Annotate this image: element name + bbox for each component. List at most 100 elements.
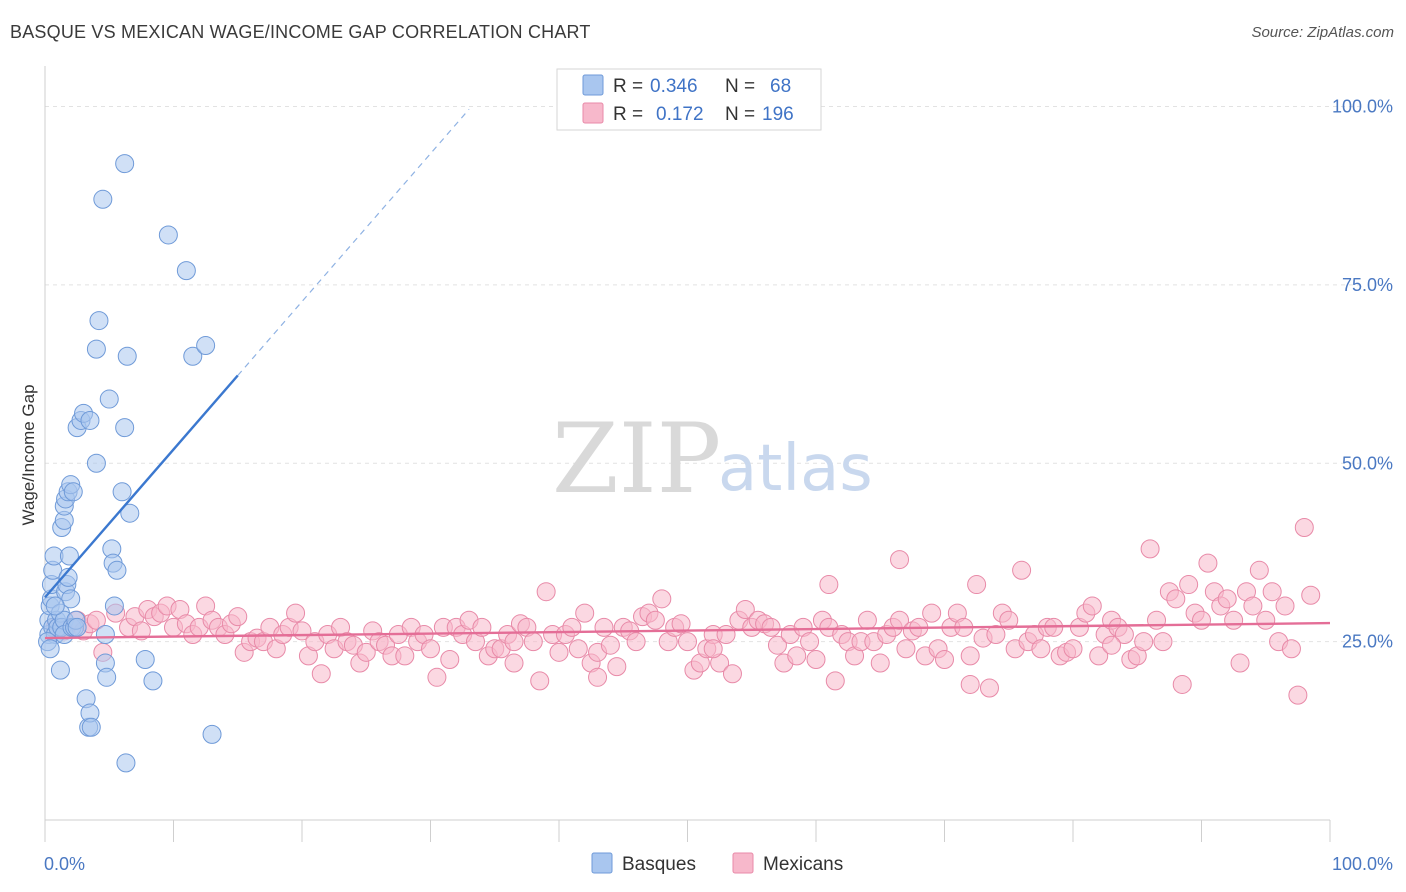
mexicans-point-195 — [703, 639, 723, 659]
mexicans-trend-line — [44, 621, 1331, 640]
basques-point-40 — [86, 453, 106, 473]
basques-point-64 — [202, 724, 222, 744]
watermark: ZIP atlas — [552, 403, 873, 515]
mexicans-point-84 — [607, 657, 627, 677]
mexicans-point-91 — [652, 589, 672, 609]
mexicans-point-68 — [504, 632, 524, 652]
basques-point-24 — [50, 660, 70, 680]
gridlines — [45, 106, 1365, 643]
mexicans-point-189 — [1281, 639, 1301, 659]
mexicans-point-143 — [986, 625, 1006, 644]
mexicans-point-71 — [523, 632, 543, 652]
legend-n-value-basques: 68 — [770, 76, 791, 97]
mexicans-point-191 — [1294, 517, 1314, 537]
basques-point-18 — [59, 546, 79, 566]
basques-trend-extension — [237, 108, 470, 376]
mexicans-point-169 — [1153, 632, 1173, 652]
mexicans-point-139 — [960, 646, 980, 666]
mexicans-point-185 — [1256, 610, 1276, 630]
basques-point-51 — [107, 560, 127, 580]
y-tick-label-1: 50.0% — [1342, 453, 1393, 473]
legend-r-value-mexicans: 0.172 — [656, 104, 704, 125]
legend-r-label-mexicans: R = — [613, 104, 643, 125]
basques-point-50 — [104, 596, 124, 616]
mexicans-point-175 — [1192, 610, 1211, 630]
y-axis-title: Wage/Income Gap — [19, 384, 38, 525]
mexicans-point-167 — [1140, 539, 1160, 559]
mexicans-point-79 — [575, 603, 595, 623]
mexicans-point-56 — [427, 667, 447, 687]
mexicans-point-172 — [1172, 674, 1192, 694]
series-legend-label-basques: Basques — [622, 854, 696, 875]
x-tick-labels: 0.0% 100.0% — [44, 854, 1393, 874]
mexicans-point-83 — [600, 635, 620, 655]
y-tick-label-2: 75.0% — [1342, 275, 1393, 295]
mexicans-point-171 — [1166, 589, 1186, 609]
basques-point-54 — [117, 346, 137, 366]
mexicans-point-147 — [1012, 560, 1032, 580]
basques-point-58 — [135, 649, 155, 669]
mexicans-point-90 — [645, 610, 665, 630]
series-legend-swatch-basques — [591, 852, 613, 874]
mexicans-point-58 — [440, 649, 460, 669]
mexicans-point-135 — [935, 649, 954, 669]
basques-point-67 — [45, 596, 65, 616]
mexicans-point-198 — [960, 674, 980, 694]
mexicans-point-133 — [922, 603, 942, 623]
mexicans-point-194 — [588, 667, 608, 687]
basques-point-44 — [95, 625, 115, 644]
mexicans-point-199 — [1102, 635, 1122, 655]
mexicans-point-55 — [421, 639, 440, 659]
mexicans-point-158 — [1082, 596, 1102, 616]
mexicans-point-5 — [86, 610, 106, 630]
basques-point-41 — [86, 339, 106, 359]
x-tick-label-min: 0.0% — [44, 854, 85, 874]
legend-n-label-mexicans: N = — [725, 104, 755, 125]
series-legend: Basques Mexicans — [591, 852, 843, 875]
basques-point-35 — [80, 410, 100, 430]
basques-point-57 — [115, 154, 135, 174]
mexicans-point-166 — [1134, 632, 1154, 652]
mexicans-point-125 — [870, 653, 890, 673]
mexicans-point-176 — [1198, 553, 1218, 573]
mexicans-point-112 — [787, 646, 807, 666]
mexicans-point-104 — [735, 600, 755, 620]
mexicans-point-179 — [1217, 589, 1237, 609]
mexicans-point-78 — [568, 639, 588, 659]
mexicans-point-45 — [356, 642, 376, 662]
axes — [44, 66, 1331, 842]
mexicans-point-94 — [671, 614, 691, 634]
mexicans-point-181 — [1230, 653, 1250, 673]
basques-point-66 — [40, 639, 60, 659]
mexicans-point-101 — [716, 625, 736, 644]
mexicans-point-142 — [979, 678, 999, 698]
basques-point-52 — [112, 482, 132, 502]
legend-r-value-basques: 0.346 — [650, 76, 698, 97]
mexicans-point-188 — [1275, 596, 1295, 616]
series-legend-swatch-mexicans — [732, 852, 754, 874]
chart-title: BASQUE VS MEXICAN WAGE/INCOME GAP CORREL… — [10, 22, 591, 42]
series-legend-label-mexicans: Mexicans — [763, 854, 843, 875]
basques-point-55 — [116, 753, 136, 773]
x-tick-label-max: 100.0% — [1332, 854, 1393, 874]
mexicans-point-77 — [562, 617, 582, 637]
basques-point-56 — [120, 503, 140, 523]
mexicans-point-115 — [806, 649, 826, 669]
mexicans-point-155 — [1063, 639, 1083, 659]
mexicans-point-180 — [1224, 610, 1244, 630]
mexicans-point-75 — [549, 642, 569, 662]
basques-point-62 — [183, 346, 203, 366]
series-mexicans — [45, 517, 1321, 705]
mexicans-point-183 — [1243, 596, 1263, 616]
trend-lines — [44, 108, 1331, 640]
legend-n-value-mexicans: 196 — [762, 104, 794, 125]
basques-point-47 — [99, 389, 119, 409]
mexicans-point-114 — [800, 632, 820, 652]
basques-point-31 — [63, 482, 83, 502]
y-tick-labels: 25.0% 50.0% 75.0% 100.0% — [1332, 97, 1393, 652]
mexicans-point-192 — [1301, 585, 1321, 605]
mexicans-point-38 — [311, 664, 331, 684]
mexicans-point-72 — [530, 671, 550, 691]
basques-point-43 — [93, 189, 113, 209]
